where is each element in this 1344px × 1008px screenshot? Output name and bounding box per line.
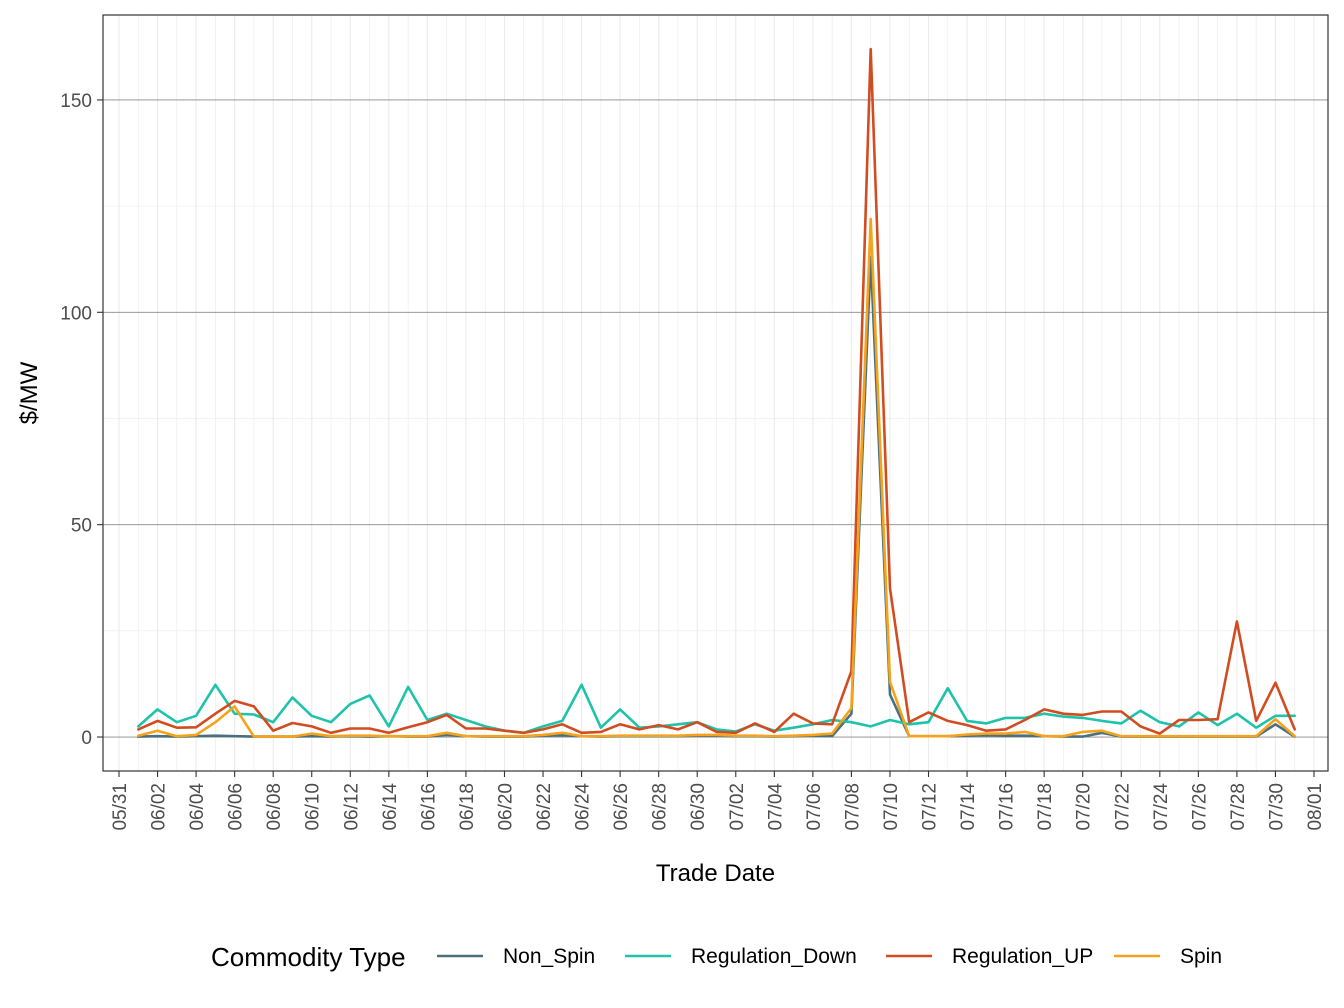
x-tick-label: 06/24	[573, 783, 594, 831]
x-tick-label: 07/04	[765, 783, 786, 831]
legend: Commodity Type Non_Spin Regulation_Down Re…	[211, 942, 1222, 972]
x-tick-label: 07/16	[997, 783, 1018, 831]
x-tick-label: 05/31	[110, 783, 131, 831]
x-tick-label: 06/30	[688, 783, 709, 831]
x-tick-label: 07/30	[1266, 783, 1287, 831]
x-tick-label: 06/16	[418, 783, 439, 831]
x-tick-label: 07/28	[1228, 783, 1249, 831]
x-tick-label: 07/12	[920, 783, 941, 831]
legend-label: Spin	[1180, 945, 1222, 968]
x-tick-label: 06/06	[226, 783, 247, 831]
plot-panel-border	[102, 14, 1329, 772]
x-tick-label: 07/02	[727, 783, 748, 831]
series-line-spin	[137, 217, 1296, 738]
x-tick-label: 07/26	[1189, 783, 1210, 831]
x-tick-label: 07/06	[804, 783, 825, 831]
series-line-regulation-up	[137, 47, 1296, 735]
x-tick-label: 07/10	[881, 783, 902, 831]
x-tick-label: 06/18	[457, 783, 478, 831]
series-lines	[137, 47, 1296, 738]
x-tick-label: 06/20	[495, 783, 516, 831]
legend-label: Non_Spin	[503, 945, 595, 968]
x-tick-label: 07/14	[958, 783, 979, 831]
x-tick-label: 06/28	[650, 783, 671, 831]
x-tick-label: 07/22	[1112, 783, 1133, 831]
y-tick-label: 0	[81, 728, 92, 749]
x-tick-label: 06/10	[303, 783, 324, 831]
x-tick-label: 06/04	[187, 783, 208, 831]
series-line-regulation-down	[137, 683, 1296, 735]
x-tick-label: 06/12	[341, 783, 362, 831]
y-tick-label: 150	[60, 91, 92, 112]
x-tick-label: 06/14	[380, 783, 401, 831]
y-axis-title: $/MW	[16, 361, 43, 424]
legend-label: Regulation_UP	[952, 945, 1093, 968]
x-tick-label: 08/01	[1305, 783, 1326, 831]
x-tick-label: 07/18	[1035, 783, 1056, 831]
x-tick-label: 06/22	[534, 783, 555, 831]
x-tick-label: 07/08	[842, 783, 863, 831]
legend-label: Regulation_Down	[691, 945, 857, 968]
legend-title: Commodity Type	[211, 942, 406, 972]
x-tick-label: 06/08	[264, 783, 285, 831]
x-tick-label: 06/02	[149, 783, 170, 831]
x-axis-title: Trade Date	[656, 860, 775, 887]
x-tick-label: 06/26	[611, 783, 632, 831]
y-axis: 0 50 100 150	[60, 91, 103, 749]
x-tick-label: 07/24	[1151, 783, 1172, 831]
y-tick-label: 100	[60, 303, 92, 324]
y-tick-label: 50	[71, 516, 92, 537]
x-tick-label: 07/20	[1074, 783, 1095, 831]
x-axis: 05/31 06/02 06/04 06/06 06/08 06/10 06/12 06/14…	[110, 771, 1326, 831]
